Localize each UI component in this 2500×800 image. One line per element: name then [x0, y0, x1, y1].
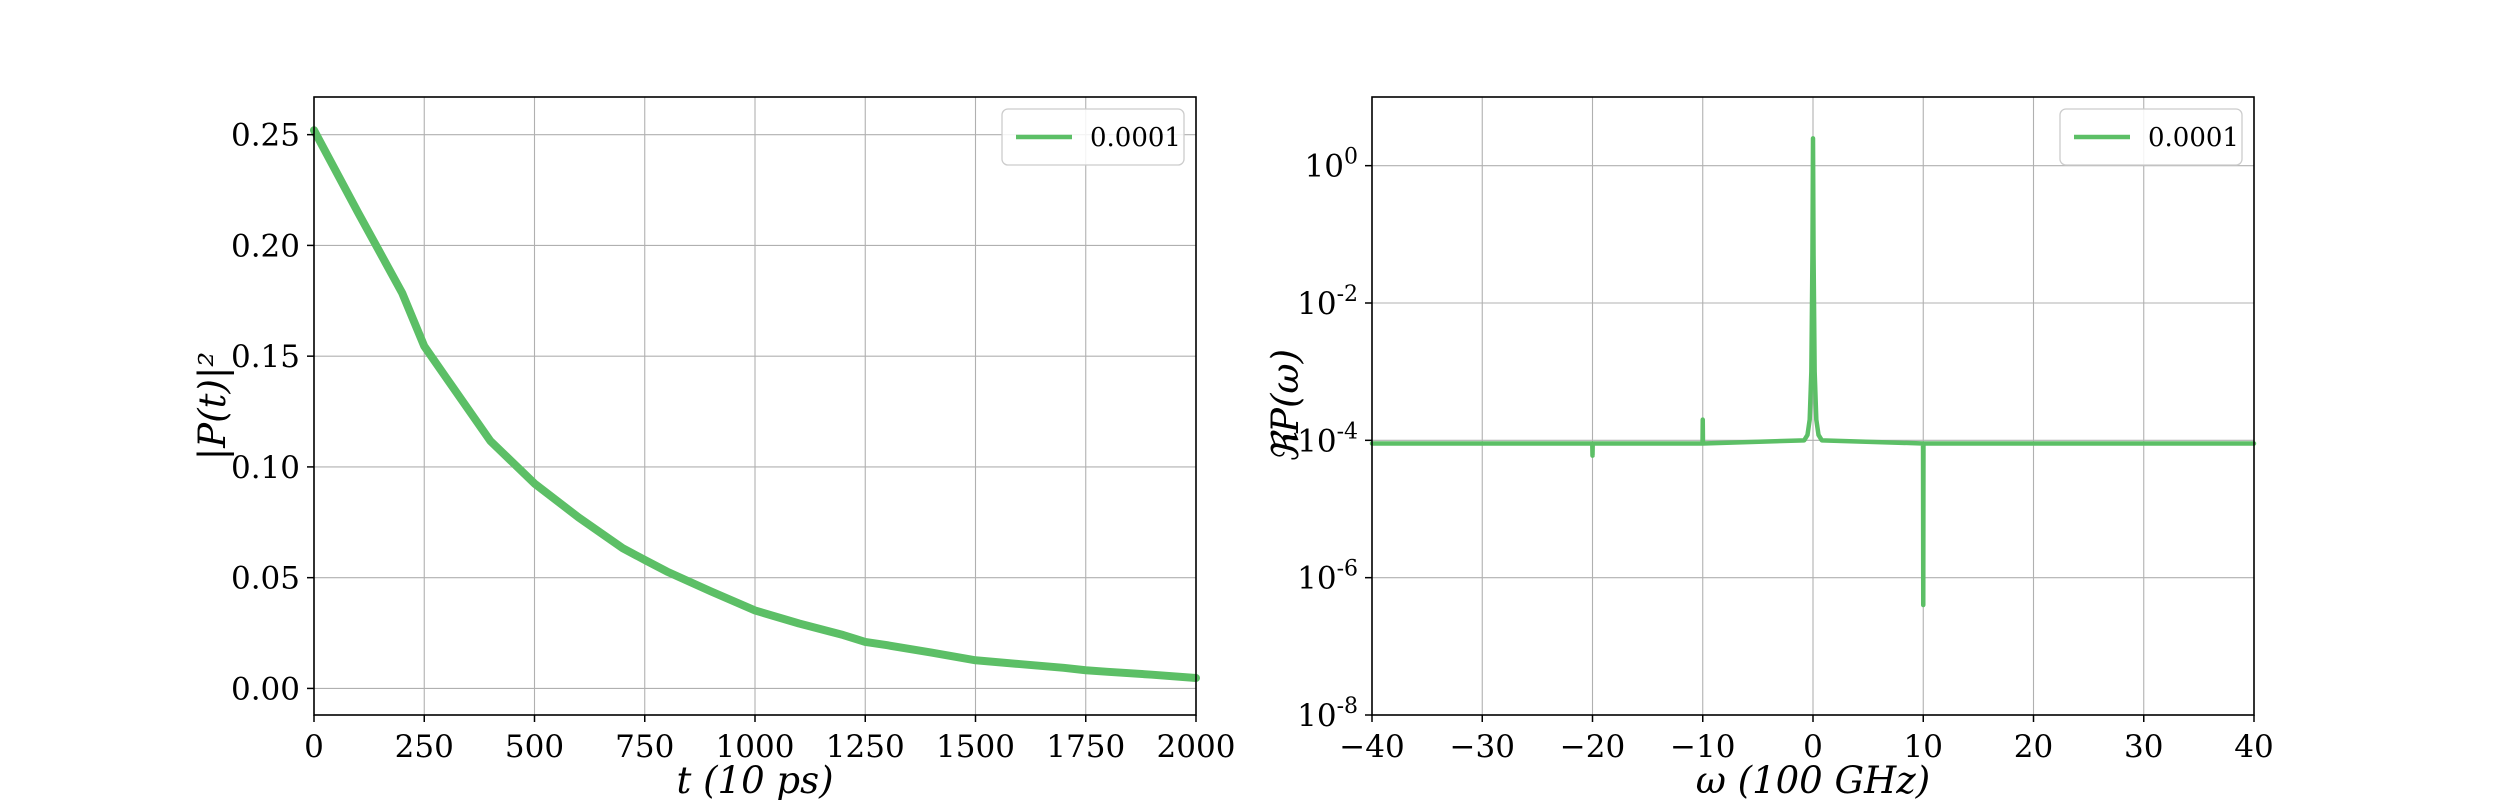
chart2-x-tick-label: −20 — [1560, 729, 1625, 765]
chart1-x-tick-label: 1750 — [1046, 729, 1125, 765]
chart1-x-tick-label: 1250 — [826, 729, 905, 765]
chart1-x-tick-label: 1000 — [716, 729, 795, 765]
chart2-x-tick-label: 10 — [1904, 729, 1943, 765]
chart1-y-tick-label: 0.10 — [231, 450, 300, 486]
chart1-legend-label: 0.0001 — [1090, 123, 1181, 153]
chart1-x-tick-label: 0 — [304, 729, 324, 765]
chart2-x-tick-label: 20 — [2014, 729, 2053, 765]
chart1-x-tick-label: 500 — [505, 729, 564, 765]
chart2-series-line — [1369, 136, 2257, 608]
chart2-y-tick-label: 10-6 — [1297, 557, 1358, 597]
chart2-y-tick-label: 10-8 — [1297, 694, 1358, 734]
chart1-x-tick-label: 1500 — [936, 729, 1015, 765]
chart1-series-line — [310, 126, 1200, 683]
chart1-y-tick-label: 0.05 — [231, 561, 300, 597]
chart1-y-tick-label: 0.00 — [231, 671, 300, 707]
time-domain-panel: 0 250 500 750 1000 1250 1500 1750 2000 0.00 0.05 0.… — [191, 96, 1236, 800]
chart1-y-tick-label: 0.25 — [231, 118, 300, 154]
chart2-y-tick-label: 10-4 — [1297, 419, 1358, 459]
chart2-x-tick-label: 40 — [2234, 729, 2273, 765]
chart2-y-tick-label: 100 — [1305, 145, 1358, 185]
chart2-legend — [2059, 108, 2243, 166]
chart2-x-tick-label: −30 — [1450, 729, 1515, 765]
chart1-legend — [1001, 108, 1185, 166]
chart2-x-tick-label: 30 — [2124, 729, 2163, 765]
frequency-domain-panel: −40 −30 −20 −10 0 10 20 30 40 10-8 10-6 10-4 10-2 100… — [1264, 96, 2274, 800]
chart1-x-axis-label: t (10 ps) — [676, 759, 833, 800]
chart2-y-tick-label: 10-2 — [1297, 282, 1358, 322]
chart1-x-tick-label: 750 — [615, 729, 674, 765]
chart2-legend-label: 0.0001 — [2148, 123, 2239, 153]
chart1-x-tick-label: 2000 — [1157, 729, 1236, 765]
chart2-x-tick-label: −10 — [1670, 729, 1735, 765]
chart1-x-tick-label: 250 — [395, 729, 454, 765]
chart2-x-tick-label: 0 — [1803, 729, 1823, 765]
chart1-y-axis-label: |P(t)|² — [191, 352, 234, 460]
chart1-y-tick-label: 0.15 — [231, 339, 300, 375]
chart2-y-axis-label: ℜP(ω) — [1264, 349, 1307, 463]
chart1-y-tick-label: 0.20 — [231, 228, 300, 264]
chart2-x-axis-label: ω (100 GHz) — [1696, 759, 1931, 800]
chart2-x-tick-label: −40 — [1339, 729, 1404, 765]
